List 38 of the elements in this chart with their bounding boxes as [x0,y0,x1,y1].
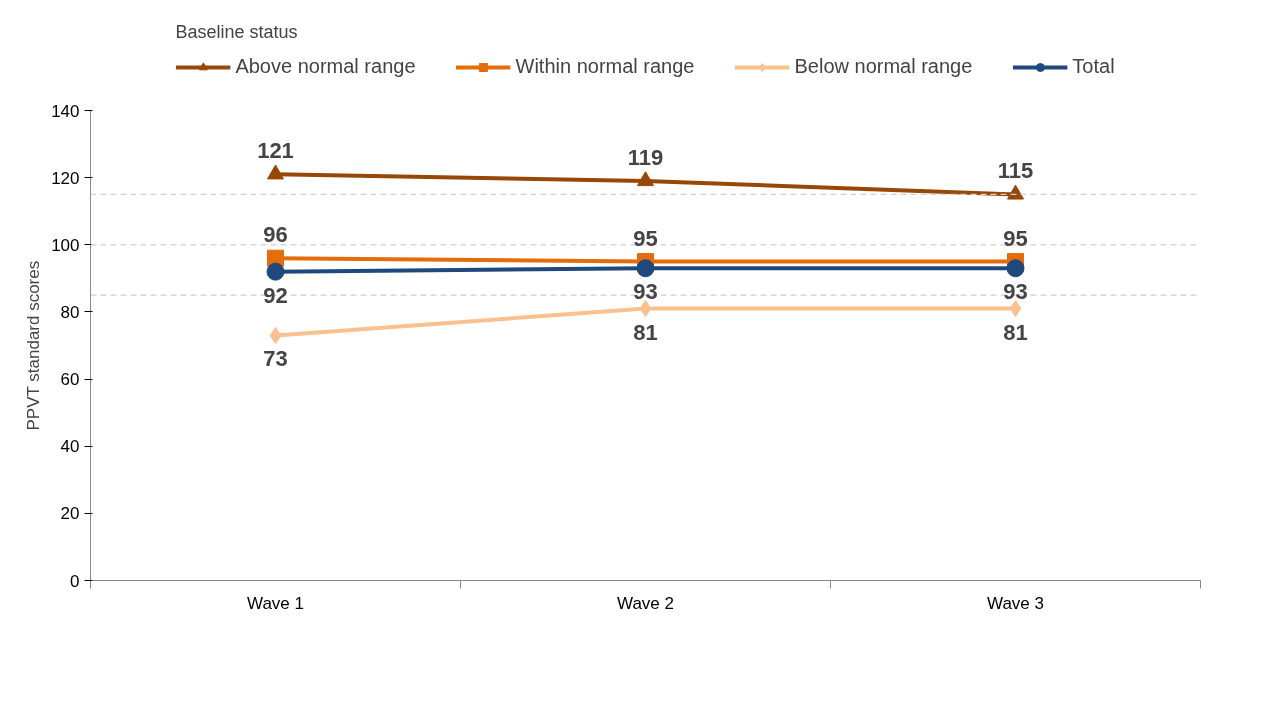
data-label: 96 [263,222,288,248]
data-label: 93 [633,279,658,305]
data-label: 81 [1003,319,1028,345]
legend-title: Baseline status [175,22,299,43]
legend-label: Within normal range [515,55,695,78]
y-tick-label: 20 [60,504,80,524]
point [636,259,655,278]
point [269,326,282,344]
y-axis-title: PPVT standard scores [24,260,44,431]
point [1007,184,1024,200]
data-label: 119 [627,145,664,170]
legend-label: Above normal range [235,55,416,78]
point [639,300,652,318]
point [1009,300,1022,318]
y-tick-label: 80 [60,302,80,322]
data-label: 115 [997,158,1034,184]
data-label: 92 [263,282,288,308]
data-label: 95 [1003,225,1028,251]
point [1006,259,1025,278]
data-label: 93 [1003,279,1028,305]
y-tick-label: 140 [51,101,80,121]
data-label: 121 [257,138,294,164]
data-label: 95 [633,225,658,251]
data-label: 73 [263,346,288,372]
x-tick-label: Wave 1 [247,593,305,613]
y-tick-label: 60 [60,370,80,390]
point [267,164,284,180]
legend-label: Total [1072,55,1115,78]
y-tick-label: 120 [51,168,80,188]
x-tick-label: Wave 2 [617,593,675,613]
data-label: 81 [633,319,658,345]
y-tick-label: 0 [70,571,80,591]
y-tick-label: 40 [60,437,80,457]
point [637,171,654,187]
x-tick-label: Wave 3 [987,593,1045,613]
point [266,262,285,281]
y-tick-label: 100 [51,235,80,255]
legend-label: Below normal range [794,55,973,78]
